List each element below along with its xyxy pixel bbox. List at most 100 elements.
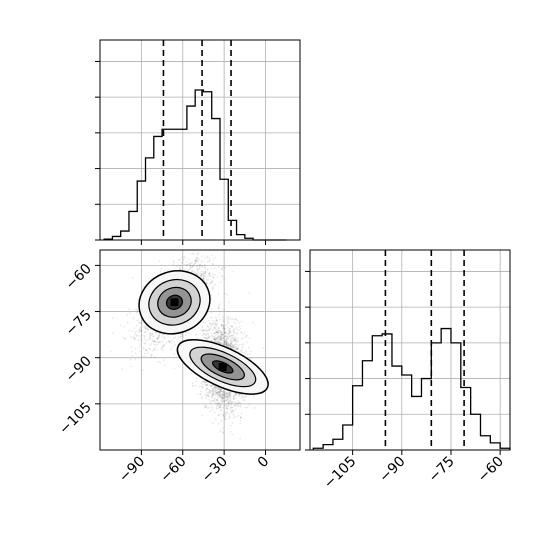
scatter-point <box>148 331 151 334</box>
scatter-point <box>239 393 241 396</box>
scatter-point <box>224 335 227 338</box>
scatter-point <box>213 326 216 329</box>
scatter-point <box>202 278 205 281</box>
scatter-point <box>191 264 194 267</box>
scatter-point <box>148 336 151 338</box>
scatter-point <box>139 322 142 325</box>
scatter-point <box>211 390 214 392</box>
scatter-point <box>163 343 166 346</box>
scatter-point <box>151 338 154 341</box>
scatter-point <box>203 336 206 339</box>
scatter-point <box>226 396 229 399</box>
scatter-point <box>208 256 211 259</box>
scatter-point <box>212 276 215 279</box>
scatter-point <box>143 325 146 327</box>
scatter-point <box>194 260 197 262</box>
scatter-point <box>225 405 227 408</box>
scatter-point <box>208 392 211 395</box>
scatter-point <box>203 245 205 247</box>
scatter-point <box>173 341 176 343</box>
scatter-point <box>206 336 209 339</box>
scatter-point <box>218 403 221 406</box>
scatter-point <box>150 354 153 357</box>
scatter-point <box>153 348 156 351</box>
scatter-point <box>227 315 230 318</box>
scatter-point <box>243 396 246 399</box>
scatter-point <box>201 334 204 337</box>
scatter-point <box>205 278 208 281</box>
right-hist-bin-4 <box>353 386 363 450</box>
scatter-point <box>209 410 211 412</box>
scatter-point <box>237 344 240 347</box>
scatter-point <box>201 386 204 389</box>
scatter-point <box>243 331 246 333</box>
scatter-point <box>204 406 207 409</box>
scatter-point <box>139 330 142 333</box>
scatter-point <box>138 328 141 331</box>
scatter-point <box>132 317 135 320</box>
scatter-point <box>149 334 151 336</box>
scatter-point <box>199 390 202 393</box>
scatter-point <box>196 393 199 396</box>
scatter-point <box>150 332 152 335</box>
scatter-point <box>224 331 226 333</box>
scatter-point <box>119 324 122 326</box>
scatter-point <box>170 346 173 349</box>
scatter-point <box>162 359 165 362</box>
scatter-point <box>152 340 155 343</box>
top-hist-bin-12 <box>203 92 211 240</box>
scatter-point <box>214 335 216 338</box>
scatter-point <box>152 335 155 337</box>
scatter-point <box>173 344 176 347</box>
right-hist-bin-15 <box>461 388 471 451</box>
scatter-point <box>226 403 228 405</box>
scatter-point <box>164 364 167 367</box>
scatter-point <box>181 334 184 336</box>
scatter-point <box>211 280 214 283</box>
scatter-point <box>204 270 207 272</box>
scatter-point <box>234 393 237 395</box>
scatter-point <box>214 397 217 400</box>
scatter-point <box>213 274 216 276</box>
top-hist-bin-8 <box>170 129 178 240</box>
scatter-point <box>202 321 205 324</box>
scatter-point <box>123 325 125 328</box>
scatter-point <box>207 279 210 281</box>
scatter-point <box>179 267 181 270</box>
scatter-point <box>217 327 220 329</box>
scatter-point <box>220 408 223 411</box>
right-hist-bin-2 <box>333 439 343 450</box>
scatter-point <box>188 263 191 266</box>
scatter-point <box>184 256 187 259</box>
scatter-point <box>152 340 155 342</box>
scatter-point <box>158 341 161 344</box>
scatter-point <box>236 319 239 322</box>
scatter-point <box>150 356 152 358</box>
scatter-point <box>196 336 199 339</box>
scatter-point <box>185 332 188 334</box>
scatter-point <box>246 334 248 337</box>
scatter-ytick-label-2: −90 <box>63 353 95 385</box>
scatter-point <box>134 358 137 361</box>
scatter-point <box>226 398 229 401</box>
scatter-point <box>232 413 235 415</box>
scatter-point <box>232 329 235 332</box>
top-hist-bin-1 <box>112 236 120 240</box>
scatter-point <box>190 266 193 269</box>
scatter-point <box>205 280 208 283</box>
scatter-point <box>191 261 193 264</box>
scatter-point <box>216 399 219 402</box>
right-hist-bin-8 <box>392 366 402 450</box>
scatter-point <box>145 349 147 351</box>
scatter-point <box>223 309 226 311</box>
scatter-point <box>220 268 223 271</box>
scatter-point <box>223 342 225 345</box>
scatter-point <box>235 328 238 330</box>
right-hist-bin-6 <box>372 336 382 450</box>
scatter-point <box>183 263 186 266</box>
scatter-point <box>214 321 217 324</box>
scatter-point <box>204 384 207 386</box>
scatter-point <box>212 285 214 288</box>
scatter-point <box>178 258 180 261</box>
scatter-point <box>209 391 212 394</box>
